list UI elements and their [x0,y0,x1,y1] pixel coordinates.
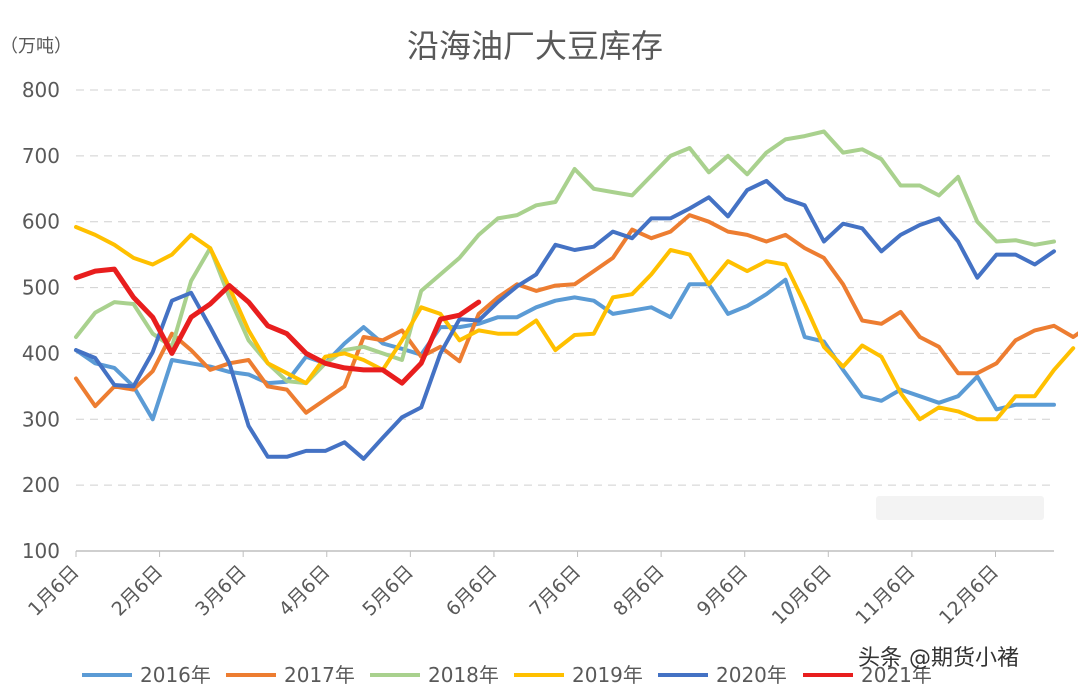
x-tick-label: 6月6日 [442,561,502,621]
x-tick-label: 8月6日 [609,561,669,621]
y-tick-label: 200 [22,473,60,497]
watermark: 头条 @期货小褚 [858,496,1044,671]
legend: 2016年 2017年 2018年 2019年 2020年 2021年 [82,663,932,687]
legend-label: 2017年 [284,663,355,687]
y-tick-label: 700 [22,144,60,168]
x-tick-label: 3月6日 [191,561,251,621]
series-line-2018年 [74,129,1056,386]
legend-label: 2016年 [140,663,211,687]
unit-label: （万吨） [0,36,72,57]
y-tick-label: 100 [22,539,60,563]
y-axis: 100 200 300 400 500 600 700 800 [22,78,60,563]
y-tick-label: 400 [22,341,60,365]
y-tick-label: 600 [22,210,60,234]
x-tick-label: 9月6日 [693,561,753,621]
legend-label: 2021年 [861,663,932,687]
x-tick-label: 5月6日 [358,561,418,621]
watermark-text: 头条 @期货小褚 [858,646,1019,671]
x-tick-label: 1月6日 [24,561,84,621]
series-line-2017年 [74,213,1078,415]
legend-label: 2019年 [572,663,643,687]
plot-area [73,129,1078,461]
x-tick-label: 12月6日 [935,561,1003,629]
x-axis: 1月6日 2月6日 3月6日 4月6日 5月6日 6月6日 7月6日 8月6日 9月6日 10月6… [24,551,1003,629]
series-line-2019年 [74,225,1076,422]
legend-label: 2020年 [716,663,787,687]
x-tick-label: 7月6日 [526,561,586,621]
x-tick-label: 10月6日 [768,561,836,629]
gridlines [76,89,1054,552]
x-tick-label: 4月6日 [275,561,335,621]
series-line-2021年 [73,266,482,386]
y-tick-label: 300 [22,407,60,431]
series-line-2020年 [74,178,1056,461]
series-line-2016年 [74,277,1056,422]
chart-title: 沿海油厂大豆库存 [407,27,663,65]
x-tick-label: 2月6日 [108,561,168,621]
y-tick-label: 800 [22,78,60,102]
watermark-blur [876,496,1044,520]
y-tick-label: 500 [22,276,60,300]
x-tick-label: 11月6日 [851,561,919,629]
legend-label: 2018年 [428,663,499,687]
